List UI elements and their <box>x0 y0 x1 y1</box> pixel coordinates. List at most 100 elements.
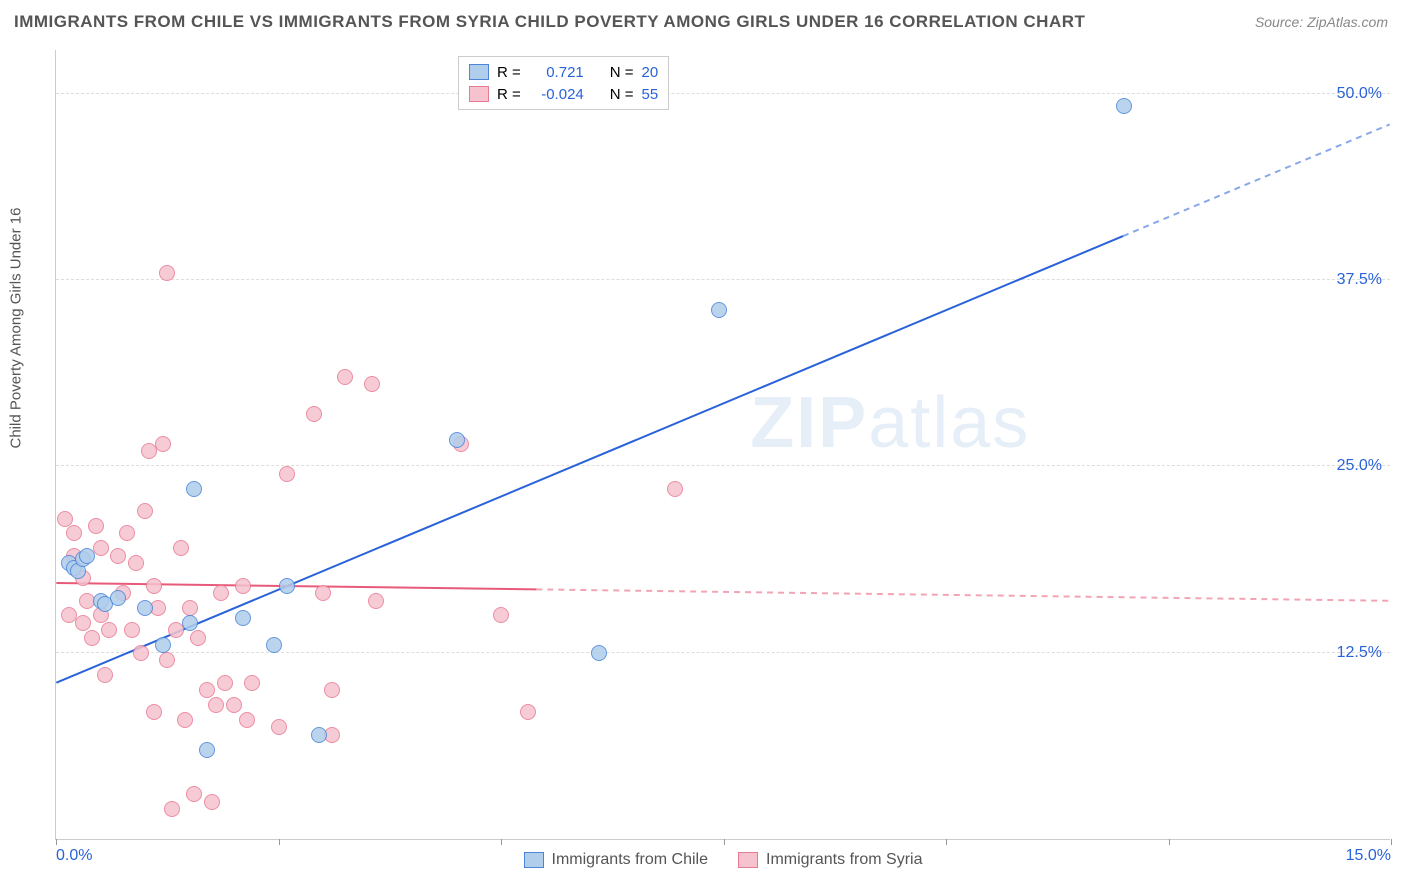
y-tick-label: 12.5% <box>1337 644 1382 662</box>
chile-r-value: 0.721 <box>529 64 584 81</box>
y-axis-label: Child Poverty Among Girls Under 16 <box>8 208 25 449</box>
syria-point <box>155 436 171 452</box>
syria-point <box>146 704 162 720</box>
syria-point <box>84 630 100 646</box>
syria-point <box>110 548 126 564</box>
syria-point <box>190 630 206 646</box>
chile-point <box>199 742 215 758</box>
chart-title: IMMIGRANTS FROM CHILE VS IMMIGRANTS FROM… <box>14 12 1085 32</box>
syria-point <box>208 697 224 713</box>
y-tick-label: 50.0% <box>1337 85 1382 103</box>
chile-point <box>235 610 251 626</box>
chile-n-value: 20 <box>642 64 659 81</box>
syria-point <box>75 615 91 631</box>
syria-point <box>204 794 220 810</box>
chile-point <box>110 590 126 606</box>
chile-point <box>79 548 95 564</box>
gridline <box>56 279 1390 280</box>
chile-point <box>186 481 202 497</box>
y-tick-label: 25.0% <box>1337 457 1382 475</box>
syria-point <box>226 697 242 713</box>
syria-point <box>177 712 193 728</box>
series-legend: Immigrants from Chile Immigrants from Sy… <box>56 851 1390 869</box>
syria-swatch <box>469 86 489 102</box>
watermark-zip: ZIP <box>750 383 868 463</box>
syria-point <box>146 578 162 594</box>
chile-point <box>449 432 465 448</box>
syria-point <box>66 525 82 541</box>
source-attribution: Source: ZipAtlas.com <box>1255 14 1388 30</box>
x-tick <box>1169 839 1170 845</box>
legend-item-chile: Immigrants from Chile <box>524 851 708 869</box>
chile-point <box>711 302 727 318</box>
syria-point <box>57 511 73 527</box>
chile-point <box>155 637 171 653</box>
chile-point <box>182 615 198 631</box>
regression-lines <box>56 50 1390 839</box>
syria-point <box>124 622 140 638</box>
y-tick-label: 37.5% <box>1337 271 1382 289</box>
n-label: N = <box>610 64 634 81</box>
syria-point <box>128 555 144 571</box>
x-tick <box>501 839 502 845</box>
syria-point <box>520 704 536 720</box>
n-label: N = <box>610 86 634 103</box>
syria-point <box>235 578 251 594</box>
syria-swatch-icon <box>738 852 758 868</box>
syria-point <box>213 585 229 601</box>
syria-point <box>271 719 287 735</box>
syria-point <box>159 265 175 281</box>
chile-point <box>266 637 282 653</box>
watermark: ZIPatlas <box>750 382 1030 464</box>
syria-point <box>164 801 180 817</box>
gridline <box>56 652 1390 653</box>
syria-point <box>493 607 509 623</box>
syria-point <box>337 369 353 385</box>
chile-series-label: Immigrants from Chile <box>552 851 708 869</box>
syria-point <box>97 667 113 683</box>
syria-point <box>199 682 215 698</box>
legend-item-syria: Immigrants from Syria <box>738 851 922 869</box>
syria-point <box>306 406 322 422</box>
syria-r-value: -0.024 <box>529 86 584 103</box>
x-tick <box>279 839 280 845</box>
syria-point <box>364 376 380 392</box>
syria-point <box>324 682 340 698</box>
chile-swatch-icon <box>524 852 544 868</box>
syria-point <box>217 675 233 691</box>
syria-point <box>137 503 153 519</box>
syria-point <box>315 585 331 601</box>
syria-point <box>186 786 202 802</box>
syria-n-value: 55 <box>642 86 659 103</box>
chile-point <box>279 578 295 594</box>
syria-point <box>279 466 295 482</box>
correlation-chart: IMMIGRANTS FROM CHILE VS IMMIGRANTS FROM… <box>0 0 1406 892</box>
watermark-atlas: atlas <box>868 383 1030 463</box>
x-tick <box>946 839 947 845</box>
chile-point <box>591 645 607 661</box>
x-tick <box>1391 839 1392 845</box>
syria-point <box>368 593 384 609</box>
x-tick <box>56 839 57 845</box>
legend-row-syria: R = -0.024 N = 55 <box>469 83 658 105</box>
syria-series-label: Immigrants from Syria <box>766 851 922 869</box>
r-label: R = <box>497 64 521 81</box>
syria-point <box>173 540 189 556</box>
syria-point <box>119 525 135 541</box>
legend-row-chile: R = 0.721 N = 20 <box>469 61 658 83</box>
syria-point <box>88 518 104 534</box>
syria-point <box>182 600 198 616</box>
x-tick <box>724 839 725 845</box>
syria-point <box>101 622 117 638</box>
chile-point <box>1116 98 1132 114</box>
chile-point <box>137 600 153 616</box>
syria-point <box>667 481 683 497</box>
syria-point <box>133 645 149 661</box>
syria-point <box>239 712 255 728</box>
gridline <box>56 93 1390 94</box>
correlation-legend: R = 0.721 N = 20 R = -0.024 N = 55 <box>458 56 669 110</box>
plot-area: 12.5%25.0%37.5%50.0% 0.0%15.0% ZIPatlas … <box>55 50 1390 840</box>
r-label: R = <box>497 86 521 103</box>
gridline <box>56 465 1390 466</box>
syria-point <box>244 675 260 691</box>
